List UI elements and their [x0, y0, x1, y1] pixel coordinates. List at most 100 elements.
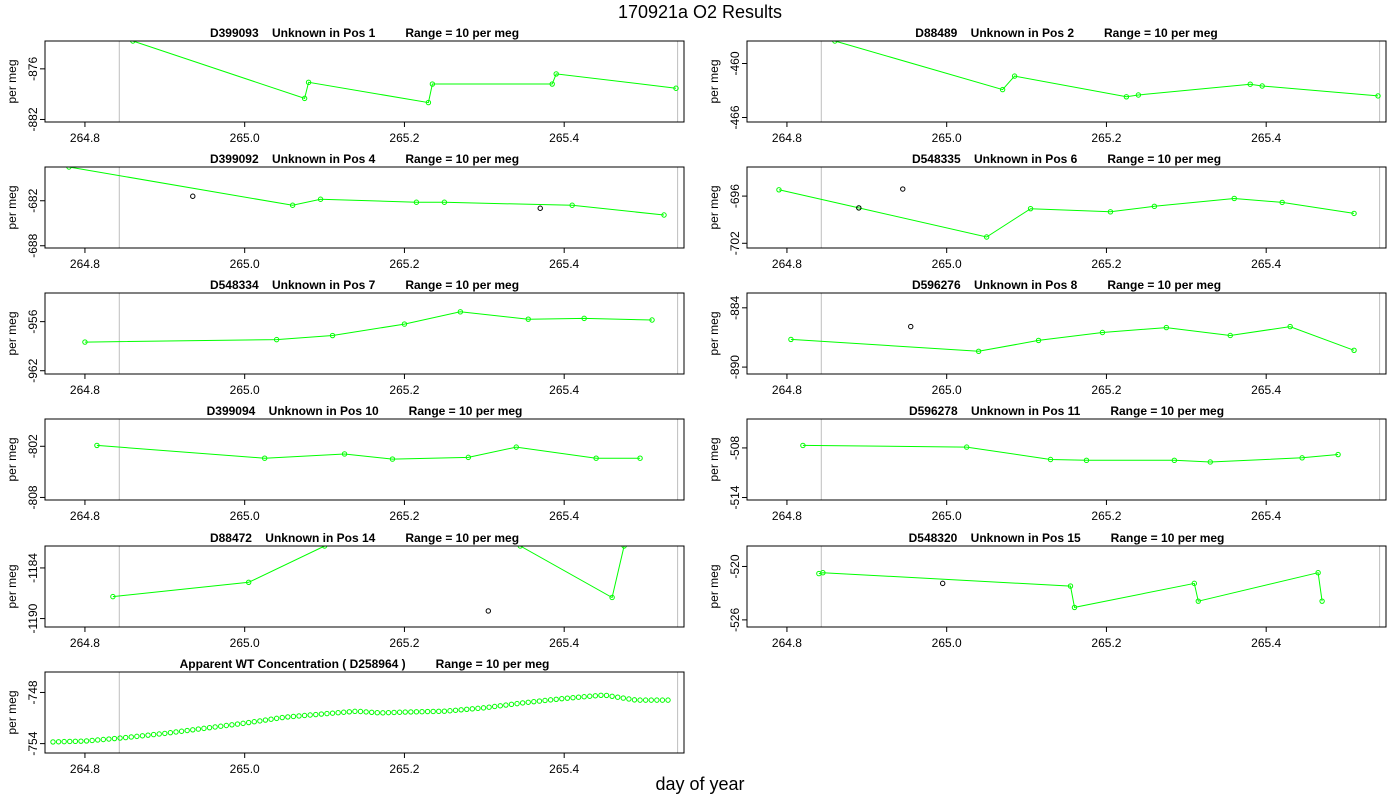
series-line	[778, 189, 1355, 238]
data-point	[587, 693, 593, 699]
data-point	[289, 202, 296, 208]
x-tick-label: 265.4	[549, 383, 579, 397]
data-point	[598, 692, 604, 698]
data-point	[430, 708, 436, 715]
data-point	[1319, 598, 1325, 604]
outlier-point	[537, 205, 543, 211]
panel-title: D548320 Unknown in Pos 15 Range = 10 per…	[909, 531, 1225, 545]
series-line	[802, 444, 1339, 463]
data-point	[329, 332, 336, 339]
data-point	[261, 455, 268, 461]
plot-frame	[44, 418, 685, 501]
panel-title: D88472 Unknown in Pos 14 Range = 10 per …	[210, 531, 519, 545]
y-tick-label: -748	[26, 680, 40, 704]
data-point	[1231, 195, 1237, 202]
data-point	[363, 709, 369, 715]
data-point	[313, 711, 319, 718]
series-line	[84, 311, 653, 343]
x-tick-label: 265.0	[230, 131, 260, 145]
x-tick-label: 265.2	[389, 509, 419, 523]
panel-4: D548335 Unknown in Pos 6 Range = 10 per …	[707, 152, 1387, 271]
data-point	[346, 709, 353, 715]
data-point	[609, 594, 615, 601]
y-tick-label: -956	[26, 309, 40, 333]
data-point	[1335, 451, 1341, 458]
data-point	[380, 710, 386, 716]
x-tick-label: 265.0	[230, 636, 260, 650]
data-point	[389, 456, 396, 462]
panel-9: D88472 Unknown in Pos 14 Range = 10 per …	[5, 531, 685, 650]
series-group	[110, 546, 627, 614]
data-point	[324, 710, 330, 717]
data-point	[592, 693, 599, 699]
x-tick-label: 265.4	[549, 131, 579, 145]
data-point	[122, 734, 129, 741]
data-point	[335, 709, 341, 716]
data-point	[357, 708, 364, 715]
data-point	[788, 336, 794, 343]
data-point	[424, 708, 431, 715]
data-point	[1287, 323, 1293, 330]
plot-frame	[746, 292, 1387, 375]
x-tick-label: 265.4	[1251, 257, 1281, 271]
series-group	[130, 41, 679, 106]
outlier-point	[485, 608, 492, 614]
plot-frame	[746, 418, 1387, 501]
data-point	[621, 546, 627, 549]
x-tick-label: 265.2	[1091, 509, 1121, 523]
data-point	[458, 707, 464, 713]
panel-title: D399093 Unknown in Pos 1 Range = 10 per …	[210, 26, 519, 40]
x-tick-label: 265.0	[932, 509, 962, 523]
series-group	[788, 323, 1357, 354]
panel-title: D548334 Unknown in Pos 7 Range = 10 per …	[210, 278, 519, 292]
data-point	[1351, 347, 1357, 353]
data-point	[128, 734, 134, 740]
panel-5: D548334 Unknown in Pos 7 Range = 10 per …	[5, 278, 685, 397]
data-point	[1247, 81, 1253, 87]
y-tick-label: -688	[26, 233, 40, 257]
data-point	[145, 732, 151, 738]
data-point	[820, 570, 826, 576]
y-axis-label: per meg	[5, 185, 19, 229]
outlier-point	[190, 193, 196, 199]
data-point	[240, 720, 246, 727]
y-axis-label: per meg	[707, 311, 721, 355]
data-point	[61, 738, 67, 745]
data-point	[110, 593, 116, 600]
x-tick-label: 265.0	[230, 509, 260, 523]
data-point	[317, 196, 324, 202]
data-point	[329, 710, 336, 716]
series-line	[96, 444, 641, 460]
data-point	[1099, 329, 1106, 336]
data-point	[1067, 583, 1074, 589]
data-point	[469, 706, 476, 712]
data-point	[549, 81, 555, 87]
data-point	[368, 709, 375, 716]
data-point	[542, 697, 548, 704]
x-tick-label: 265.2	[389, 762, 419, 776]
data-point	[341, 451, 348, 457]
data-point	[218, 723, 224, 729]
data-point	[296, 713, 302, 719]
data-point	[100, 736, 107, 743]
panel-title: D399094 Unknown in Pos 10 Range = 10 per…	[207, 404, 523, 418]
data-point	[385, 709, 392, 716]
data-point	[206, 724, 213, 731]
y-tick-label: -808	[26, 485, 40, 509]
series-group	[66, 167, 667, 218]
x-tick-label: 264.8	[70, 636, 100, 650]
panel-3: D399092 Unknown in Pos 4 Range = 10 per …	[5, 152, 685, 271]
data-point	[570, 694, 576, 701]
data-point	[654, 697, 660, 703]
data-point	[429, 81, 436, 87]
data-point	[447, 708, 453, 714]
data-point	[413, 709, 420, 715]
data-point	[341, 709, 347, 715]
series-group	[94, 442, 643, 462]
y-tick-label: -682	[26, 188, 40, 212]
outlier-point	[900, 186, 906, 192]
data-point	[519, 700, 526, 706]
data-point	[401, 321, 408, 327]
page-title: 170921a O2 Results	[617, 2, 783, 22]
y-tick-label: -802	[26, 434, 40, 458]
